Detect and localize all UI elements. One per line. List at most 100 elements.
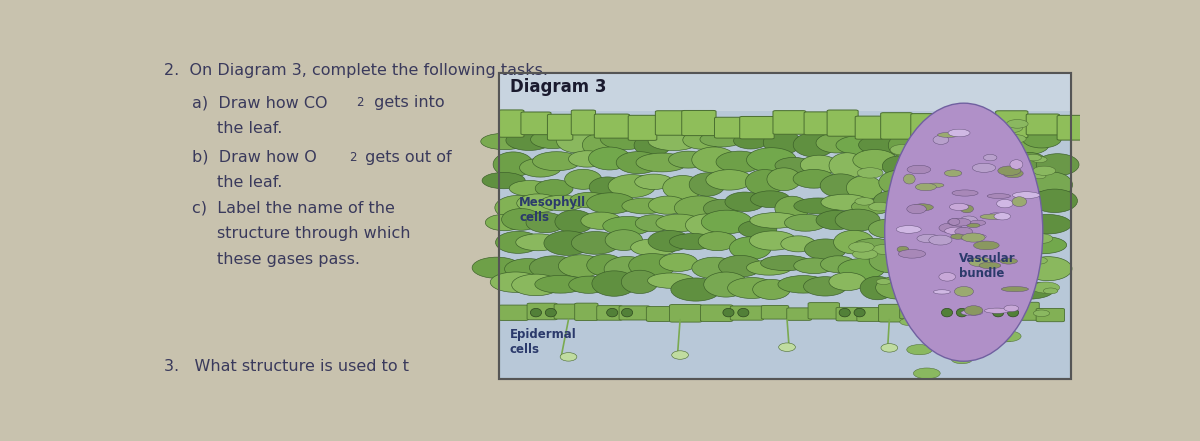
Text: 2: 2 (356, 97, 364, 109)
Ellipse shape (932, 191, 972, 214)
FancyBboxPatch shape (787, 308, 811, 320)
Ellipse shape (857, 168, 883, 178)
FancyBboxPatch shape (547, 114, 572, 140)
Ellipse shape (517, 194, 560, 213)
Ellipse shape (1032, 189, 1078, 213)
Ellipse shape (1037, 154, 1079, 176)
Ellipse shape (876, 279, 890, 284)
Ellipse shape (1010, 153, 1046, 170)
Text: the leaf.: the leaf. (217, 175, 282, 190)
Ellipse shape (1032, 157, 1048, 163)
Ellipse shape (560, 353, 577, 361)
Ellipse shape (878, 170, 919, 195)
Ellipse shape (1031, 172, 1073, 198)
Ellipse shape (605, 230, 642, 250)
Ellipse shape (934, 135, 949, 144)
Ellipse shape (581, 212, 622, 229)
Ellipse shape (533, 152, 581, 171)
Bar (499, 73, 1070, 379)
Ellipse shape (869, 202, 890, 211)
Ellipse shape (896, 218, 932, 235)
Ellipse shape (607, 308, 618, 317)
Ellipse shape (988, 194, 1010, 198)
Ellipse shape (800, 155, 838, 175)
Ellipse shape (854, 198, 874, 205)
FancyBboxPatch shape (773, 111, 806, 134)
Text: 2: 2 (349, 151, 356, 164)
Ellipse shape (506, 130, 552, 150)
Ellipse shape (854, 308, 865, 317)
Ellipse shape (816, 210, 856, 230)
Ellipse shape (604, 256, 649, 282)
Ellipse shape (779, 343, 796, 351)
Ellipse shape (1022, 130, 1061, 148)
Ellipse shape (869, 248, 916, 273)
Ellipse shape (948, 129, 970, 137)
FancyBboxPatch shape (941, 117, 967, 140)
FancyBboxPatch shape (521, 112, 551, 135)
Ellipse shape (674, 196, 725, 220)
Ellipse shape (545, 308, 557, 317)
Ellipse shape (530, 131, 575, 149)
FancyBboxPatch shape (979, 309, 1008, 322)
Ellipse shape (592, 271, 636, 296)
FancyBboxPatch shape (527, 303, 557, 320)
Ellipse shape (672, 351, 689, 359)
Ellipse shape (775, 157, 812, 174)
Ellipse shape (491, 272, 541, 292)
Ellipse shape (990, 213, 1002, 217)
Ellipse shape (898, 246, 908, 253)
Ellipse shape (1030, 257, 1048, 264)
Ellipse shape (1010, 160, 1022, 169)
Text: 3.   What structure is used to t: 3. What structure is used to t (164, 359, 409, 374)
Ellipse shape (938, 273, 955, 281)
Ellipse shape (608, 175, 655, 198)
Ellipse shape (793, 258, 834, 273)
Ellipse shape (1032, 173, 1046, 179)
FancyBboxPatch shape (739, 116, 774, 139)
Ellipse shape (752, 280, 791, 299)
Ellipse shape (472, 257, 521, 278)
Ellipse shape (716, 151, 763, 172)
Ellipse shape (936, 159, 974, 177)
Ellipse shape (882, 156, 916, 176)
Ellipse shape (949, 203, 968, 210)
Ellipse shape (622, 308, 632, 317)
Ellipse shape (916, 183, 936, 191)
Ellipse shape (852, 239, 895, 254)
Ellipse shape (956, 308, 967, 317)
Ellipse shape (636, 153, 688, 172)
FancyBboxPatch shape (964, 116, 998, 140)
Ellipse shape (835, 209, 880, 231)
Ellipse shape (703, 199, 739, 218)
Ellipse shape (965, 234, 986, 239)
Ellipse shape (829, 273, 866, 291)
Ellipse shape (1003, 169, 1024, 178)
FancyBboxPatch shape (499, 305, 528, 321)
Ellipse shape (972, 163, 996, 172)
FancyBboxPatch shape (647, 306, 671, 321)
Ellipse shape (968, 258, 992, 267)
Ellipse shape (858, 135, 907, 155)
Bar (499, 73, 1070, 379)
Ellipse shape (994, 213, 1010, 220)
FancyBboxPatch shape (629, 115, 656, 140)
Ellipse shape (829, 153, 865, 179)
Ellipse shape (622, 270, 659, 294)
Ellipse shape (887, 229, 928, 254)
Ellipse shape (907, 344, 932, 355)
Ellipse shape (529, 256, 578, 279)
Text: b)  Draw how O: b) Draw how O (192, 149, 317, 164)
Ellipse shape (992, 308, 1003, 317)
Ellipse shape (954, 287, 973, 296)
Ellipse shape (853, 149, 896, 171)
Text: a)  Draw how CO: a) Draw how CO (192, 95, 328, 110)
Ellipse shape (952, 190, 978, 196)
Ellipse shape (948, 218, 971, 226)
Text: gets out of: gets out of (360, 149, 452, 164)
Ellipse shape (785, 214, 827, 231)
Ellipse shape (520, 158, 562, 177)
Ellipse shape (750, 191, 790, 208)
Ellipse shape (494, 195, 541, 220)
FancyBboxPatch shape (571, 110, 595, 135)
